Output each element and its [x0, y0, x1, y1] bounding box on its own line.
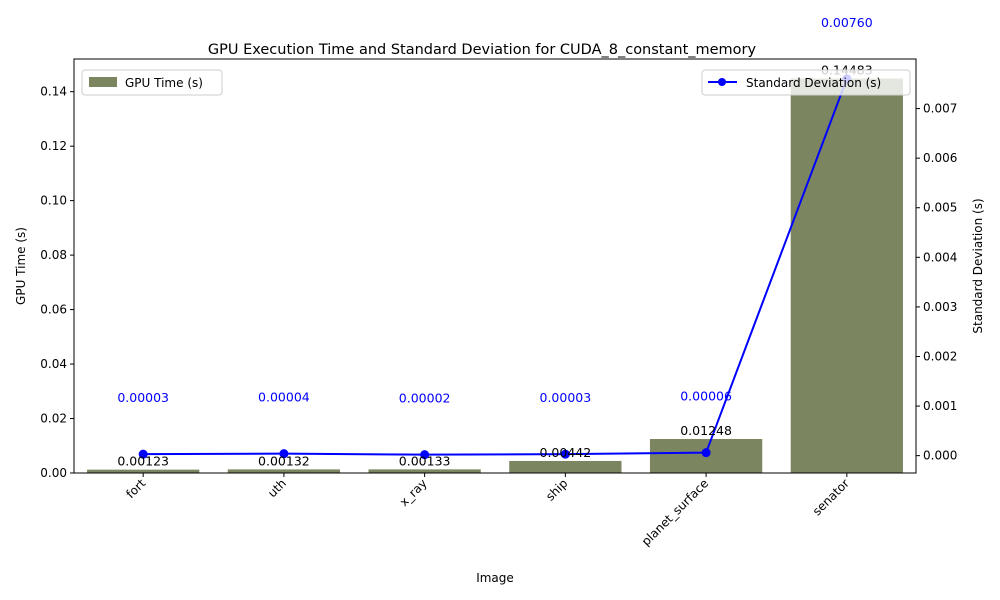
y2-tick-label: 0.002 [923, 349, 957, 363]
bar-group [87, 78, 903, 474]
std-value-label: 0.00002 [399, 391, 451, 406]
y2-tick-label: 0.000 [923, 449, 957, 463]
legend-bar-label: GPU Time (s) [125, 76, 203, 90]
plot-frame [73, 58, 917, 474]
std-point-uth [279, 449, 289, 459]
std-value-label: 0.00760 [821, 15, 873, 30]
bar-uth [227, 469, 341, 473]
bar-senator [790, 78, 903, 474]
legend-right: Standard Deviation (s) [701, 69, 911, 96]
bar-fort [87, 469, 200, 473]
legend-line-marker [718, 78, 726, 86]
y-tick-label: 0.04 [40, 357, 67, 371]
std-point-planet_surface [701, 448, 711, 458]
std-point-x_ray [420, 450, 430, 460]
y-tick-label: 0.14 [40, 85, 67, 99]
y-tick-label: 0.08 [40, 248, 67, 262]
y-tick-label: 0.06 [40, 303, 67, 317]
chart-title: GPU Execution Time and Standard Deviatio… [208, 42, 757, 58]
y2-tick-label: 0.004 [923, 250, 957, 264]
y-tick-label: 0.02 [40, 412, 67, 426]
std-point-fort [138, 449, 148, 459]
std-point-ship [560, 449, 570, 459]
y-tick-label: 0.00 [40, 466, 67, 480]
legend-bar-swatch [89, 77, 117, 87]
std-line [143, 78, 848, 456]
x-tick-label: planet_surface [639, 476, 711, 548]
legend-right-frame [701, 69, 911, 96]
y-axis-right: 0.000 0.001 0.002 0.003 0.004 0.005 0.006 0.007 [916, 102, 957, 463]
y2-tick-label: 0.007 [923, 102, 957, 116]
y-tick-label: 0.12 [40, 139, 67, 153]
std-value-label: 0.00003 [540, 390, 592, 405]
bar-value-label: 0.00132 [258, 453, 310, 468]
bar-value-label: 0.00442 [540, 445, 592, 460]
x-axis-label: Image [476, 571, 514, 585]
legend-line-label: Standard Deviation (s) [746, 76, 881, 90]
x-tick-label: ship [543, 476, 570, 503]
std-value-label: 0.00003 [117, 390, 169, 405]
std-value-label: 0.00004 [258, 390, 310, 405]
x-tick-label: senator [810, 476, 852, 518]
bar-x_ray [368, 469, 481, 473]
y2-tick-label: 0.001 [923, 399, 957, 413]
y-axis-left: 0.00 0.02 0.04 0.06 0.08 0.10 0.12 0.14 [40, 85, 74, 480]
x-tick-label: uth [265, 476, 289, 500]
bar-ship [509, 460, 622, 473]
y-axis-label-left: GPU Time (s) [14, 227, 28, 305]
value-labels: 0.001230.001320.001330.004420.012480.144… [117, 15, 872, 469]
x-tick-label: fort [123, 476, 148, 501]
x-tick-label: x_ray [397, 476, 430, 509]
std-value-label: 0.00006 [680, 389, 732, 404]
bar-value-label: 0.00123 [117, 454, 169, 469]
legend-left-frame [81, 69, 223, 96]
y2-tick-label: 0.006 [923, 151, 957, 165]
bar-value-label: 0.01248 [680, 423, 732, 438]
legend-left: GPU Time (s) [81, 69, 223, 96]
std-line-group [138, 74, 852, 460]
y2-tick-label: 0.003 [923, 300, 957, 314]
y-tick-label: 0.10 [40, 194, 67, 208]
y-axis-label-right: Standard Deviation (s) [971, 198, 985, 333]
bar-value-label: 0.00133 [399, 453, 451, 468]
x-axis: fort uth x_ray ship planet_surface senator [123, 473, 852, 549]
y2-tick-label: 0.005 [923, 201, 957, 215]
